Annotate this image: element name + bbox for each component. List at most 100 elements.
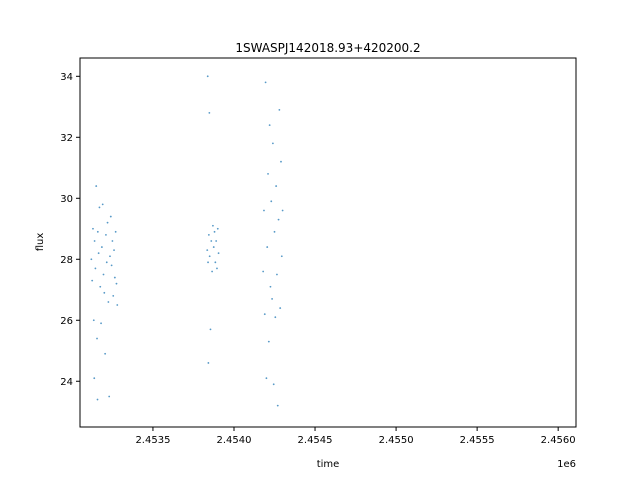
plot-area — [80, 58, 576, 427]
data-point — [272, 383, 275, 386]
data-point — [277, 218, 280, 221]
data-point — [97, 252, 100, 255]
y-axis-ticks: 24 26 28 30 32 34 — [60, 72, 80, 388]
y-tick-label: 30 — [60, 194, 73, 205]
data-point — [115, 282, 118, 285]
data-point — [215, 240, 218, 242]
y-tick-label: 32 — [60, 133, 73, 144]
data-point — [113, 276, 116, 279]
data-point — [96, 337, 98, 340]
data-point — [280, 160, 282, 163]
data-point — [263, 209, 265, 212]
data-points — [90, 75, 284, 407]
data-point — [105, 233, 107, 236]
data-point — [206, 249, 209, 252]
data-point — [96, 398, 99, 401]
data-point — [275, 185, 278, 187]
data-point — [100, 322, 102, 325]
data-point — [264, 81, 267, 84]
data-point — [267, 340, 270, 343]
data-point — [212, 246, 215, 248]
x-tick-label: 2.4550 — [379, 435, 414, 446]
data-point — [109, 215, 112, 218]
data-point — [112, 294, 115, 297]
data-point — [101, 203, 104, 206]
data-point — [271, 298, 273, 300]
x-tick-label: 2.4535 — [135, 435, 170, 446]
data-point — [93, 377, 96, 380]
data-point — [265, 377, 268, 380]
data-point — [208, 255, 211, 258]
x-tick-label: 2.4540 — [216, 435, 251, 446]
data-point — [269, 285, 272, 288]
data-point — [217, 252, 220, 255]
data-point — [90, 258, 93, 261]
data-point — [102, 273, 105, 276]
data-point — [214, 261, 217, 264]
y-tick-label: 34 — [60, 72, 73, 83]
data-point — [276, 273, 278, 276]
data-point — [270, 200, 273, 203]
data-point — [281, 209, 284, 212]
data-point — [213, 230, 216, 233]
chart-title: 1SWASPJ142018.93+420200.2 — [235, 41, 420, 55]
data-point — [98, 206, 101, 209]
y-axis-label: flux — [35, 233, 46, 252]
x-tick-label: 2.4560 — [541, 435, 576, 446]
data-point — [206, 75, 209, 78]
data-point — [103, 291, 106, 294]
data-point — [100, 246, 103, 248]
x-axis-ticks: 2.4535 2.4540 2.4545 2.4550 2.4555 2.4560 — [135, 427, 576, 446]
x-tick-label: 2.4555 — [460, 435, 495, 446]
data-point — [92, 319, 95, 322]
data-point — [212, 224, 214, 227]
data-point — [110, 264, 113, 267]
data-point — [274, 316, 277, 319]
data-point — [92, 227, 94, 230]
data-point — [210, 240, 213, 242]
data-point — [93, 240, 96, 242]
data-point — [95, 185, 98, 187]
data-point — [268, 124, 271, 126]
data-point — [104, 352, 107, 355]
data-point — [216, 267, 218, 270]
data-point — [108, 395, 111, 398]
y-tick-label: 28 — [60, 255, 73, 266]
data-point — [207, 261, 209, 264]
data-point — [207, 233, 210, 236]
y-tick-label: 24 — [60, 377, 73, 388]
data-point — [266, 246, 269, 248]
data-point — [111, 240, 114, 242]
data-point — [273, 230, 276, 233]
data-point — [263, 313, 266, 316]
data-point — [276, 404, 279, 407]
data-point — [96, 230, 99, 233]
data-point — [280, 255, 283, 258]
data-point — [278, 108, 281, 111]
data-point — [109, 255, 111, 258]
data-point — [106, 221, 109, 224]
data-point — [279, 307, 282, 309]
x-tick-label: 2.4545 — [298, 435, 333, 446]
x-axis-offset-label: 1e6 — [557, 459, 576, 470]
y-tick-label: 26 — [60, 316, 73, 327]
data-point — [207, 362, 210, 364]
x-axis-label: time — [317, 459, 340, 470]
data-point — [267, 172, 269, 175]
data-point — [262, 270, 265, 273]
axes-frame — [79, 57, 577, 428]
data-point — [208, 111, 211, 114]
data-point — [113, 249, 115, 252]
data-point — [105, 261, 108, 264]
data-point — [209, 328, 212, 331]
data-point — [116, 304, 119, 306]
data-point — [114, 230, 117, 233]
data-point — [211, 270, 214, 273]
data-point — [91, 279, 94, 282]
data-point — [99, 285, 102, 288]
data-point — [94, 267, 97, 270]
data-point — [216, 227, 219, 230]
data-point — [271, 142, 274, 145]
data-point — [107, 301, 110, 303]
